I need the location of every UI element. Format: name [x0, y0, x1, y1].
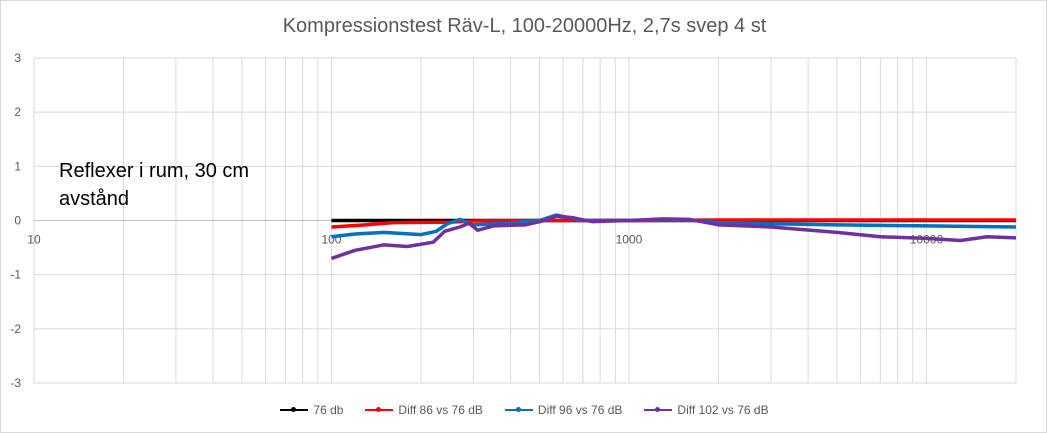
chart-title: Kompressionstest Räv-L, 100-20000Hz, 2,7… — [282, 15, 767, 37]
annotation-line: Reflexer i rum, 30 cm — [59, 160, 250, 182]
x-tick-label: 10 — [27, 233, 41, 247]
legend-swatch — [644, 407, 673, 412]
annotation-line: avstånd — [59, 188, 130, 210]
legend-item: Diff 86 vs 76 dB — [365, 403, 483, 417]
x-tick-label: 1000 — [616, 233, 643, 247]
y-tick-label: 3 — [14, 51, 21, 65]
legend-item: Diff 102 vs 76 dB — [644, 403, 769, 417]
y-tick-label: -3 — [10, 376, 21, 390]
y-tick-label: 0 — [14, 214, 21, 228]
y-tick-label: 2 — [14, 105, 21, 119]
legend-swatch — [280, 407, 309, 412]
y-tick-label: 1 — [14, 159, 21, 173]
legend-label: Diff 86 vs 76 dB — [398, 403, 483, 417]
series-line — [330, 214, 1017, 261]
legend-item: Diff 96 vs 76 dB — [504, 403, 623, 417]
legend-label: Diff 96 vs 76 dB — [537, 403, 623, 417]
legend-swatch — [365, 407, 394, 412]
y-tick-label: -2 — [10, 322, 21, 336]
legend: 76 db Diff 86 vs 76 dB Diff 96 vs 76 dB Dif… — [1, 403, 1046, 417]
legend-item: 76 db — [280, 403, 343, 417]
y-tick-label: -1 — [10, 268, 21, 282]
legend-label: 76 db — [313, 403, 344, 417]
annotation: Reflexer i rum, 30 cm avstånd — [59, 157, 249, 213]
legend-swatch — [504, 407, 533, 412]
legend-label: Diff 102 vs 76 dB — [677, 403, 769, 417]
